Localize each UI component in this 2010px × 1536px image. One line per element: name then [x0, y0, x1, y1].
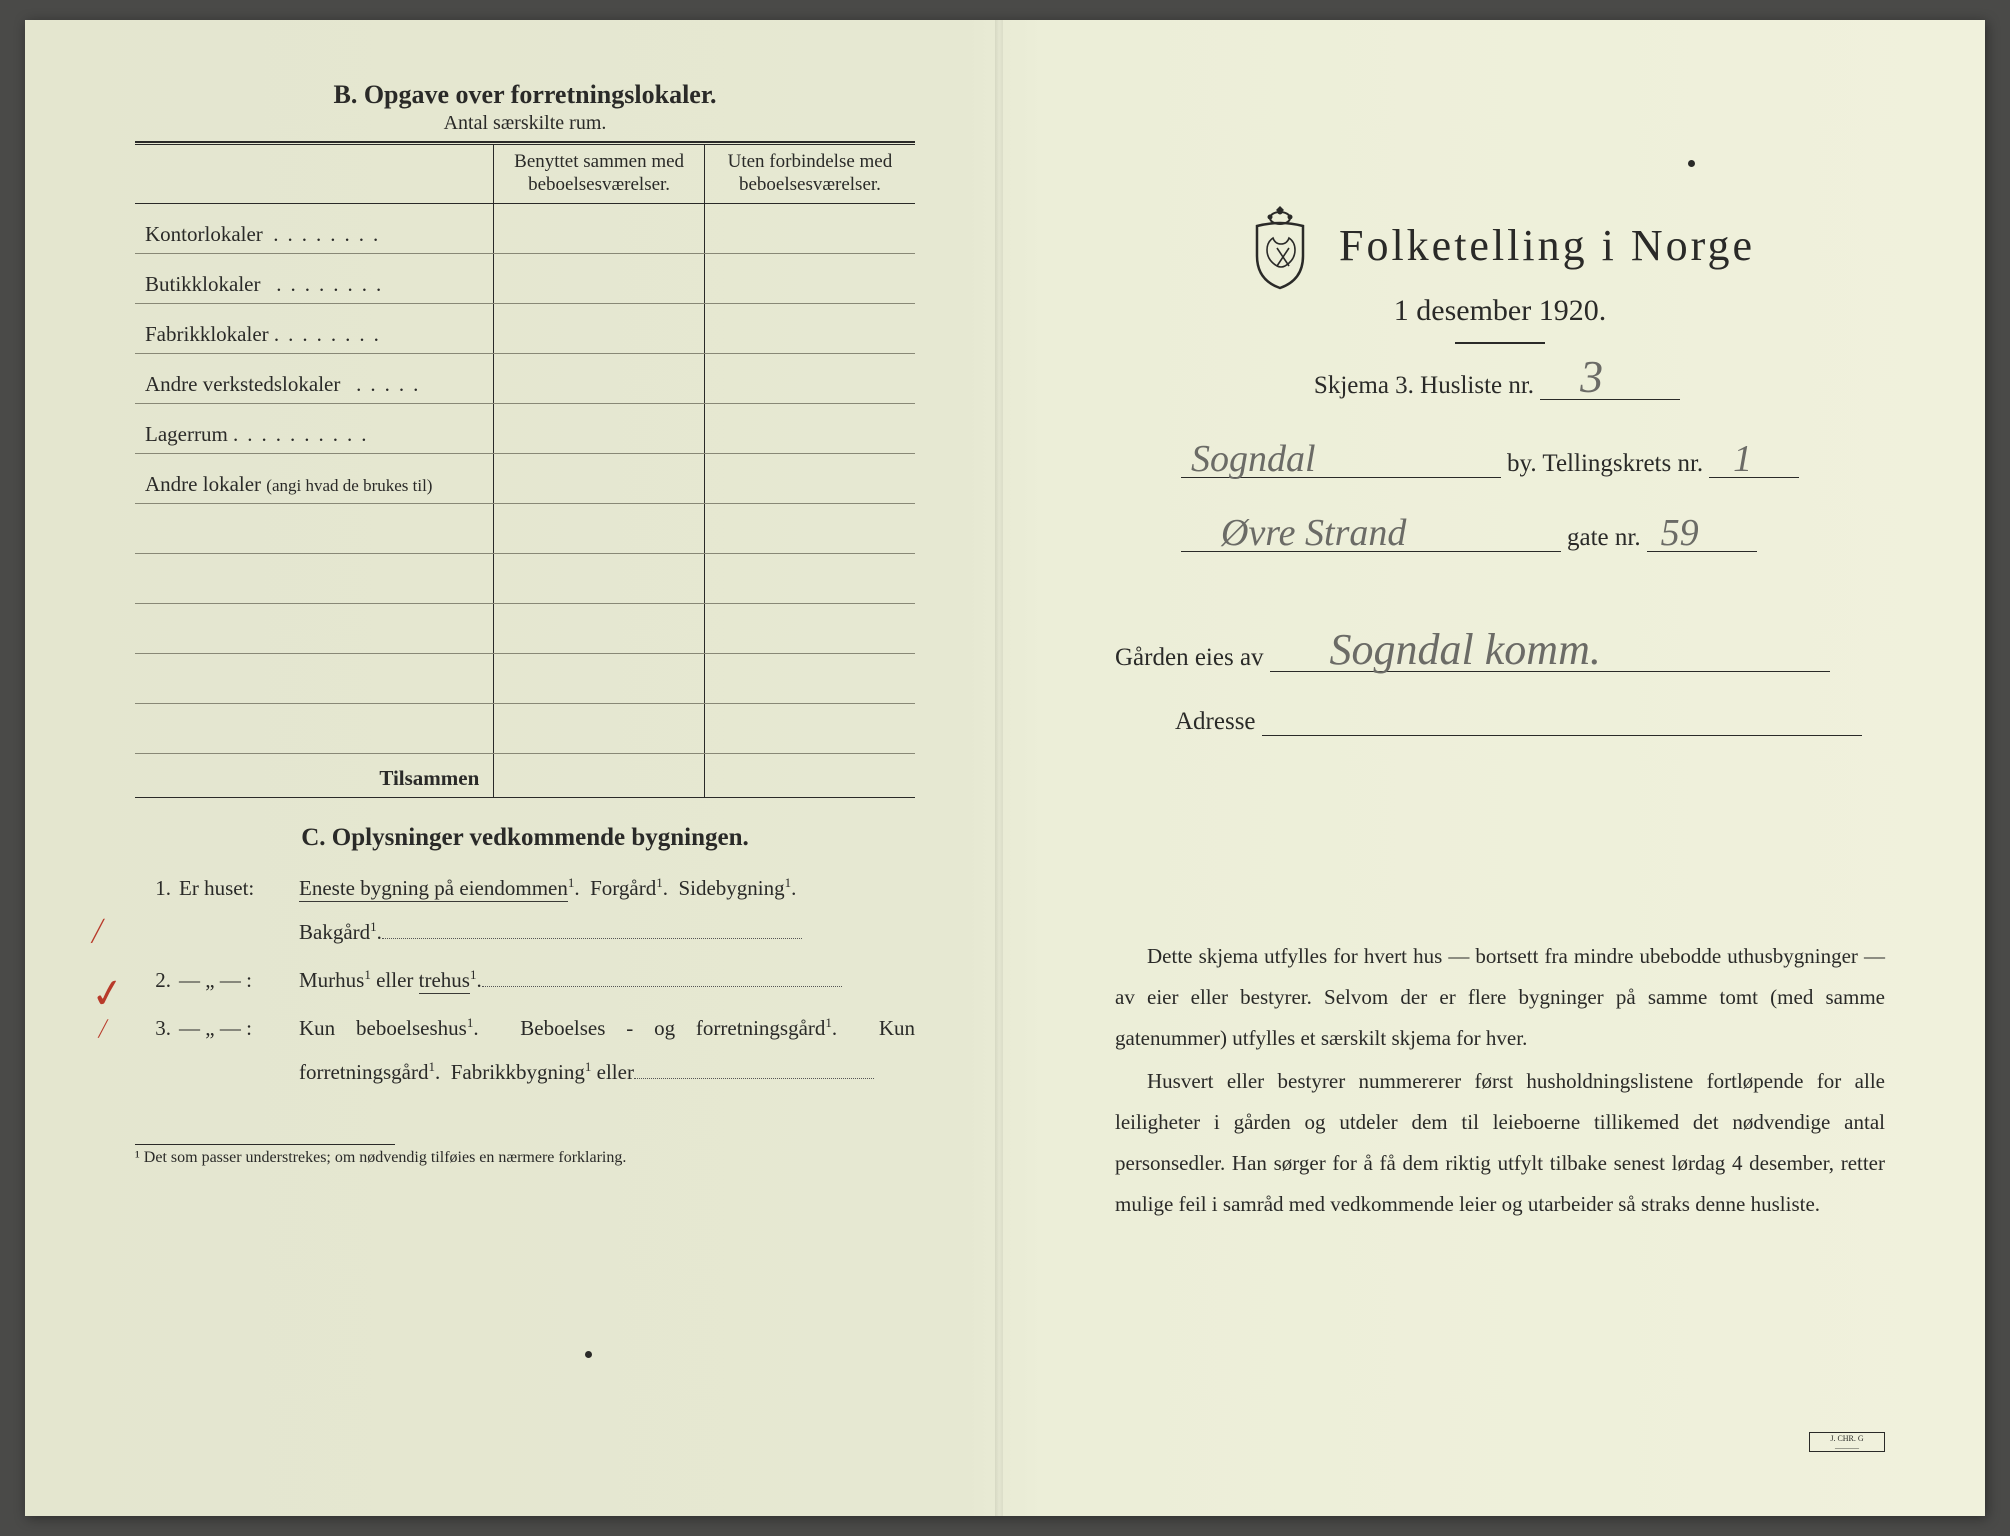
coat-of-arms-icon	[1245, 200, 1315, 290]
total-label: Tilsammen	[135, 753, 494, 797]
husliste-nr-value: 3	[1580, 350, 1603, 403]
col-header-2: Uten forbindelse med beboelsesværelser.	[704, 145, 915, 203]
question-1: ⁄ 1. Er huset: Eneste bygning på eiendom…	[135, 866, 915, 954]
row-label: Lagerrum ..........	[135, 403, 494, 453]
section-b-table: Benyttet sammen med beboelsesværelser. U…	[135, 145, 915, 798]
by-line: Sogndal by. Tellingskrets nr. 1	[1175, 448, 1885, 478]
section-c-title: C. Oplysninger vedkommende bygningen.	[135, 824, 915, 852]
dot-mark	[585, 1351, 592, 1358]
gate-nr-value: 59	[1661, 511, 1699, 555]
row-label: Butikklokaler ........	[135, 253, 494, 303]
left-page: B. Opgave over forretningslokaler. Antal…	[25, 20, 1005, 1516]
owner-value: Sogndal komm.	[1330, 624, 1601, 675]
instructions-p1: Dette skjema utfylles for hvert hus — bo…	[1115, 936, 1885, 1059]
census-document: B. Opgave over forretningslokaler. Antal…	[25, 20, 1985, 1516]
row-label: Andre verkstedslokaler .....	[135, 353, 494, 403]
row-label: Kontorlokaler ........	[135, 203, 494, 253]
adresse-line: Adresse	[1175, 706, 1885, 736]
col-header-1: Benyttet sammen med beboelsesværelser.	[494, 145, 705, 203]
printer-mark: J. CHR. G———	[1809, 1432, 1885, 1452]
section-b-subtitle: Antal særskilte rum.	[135, 112, 915, 135]
instructions-p2: Husvert eller bestyrer nummererer først …	[1115, 1061, 1885, 1225]
question-3: ⁄ 3. — „ — : Kun beboelseshus1. Beboelse…	[135, 1006, 915, 1094]
main-title: Folketelling i Norge	[1339, 220, 1755, 271]
skjema-line: Skjema 3. Husliste nr. 3	[1115, 370, 1885, 400]
section-b-title: B. Opgave over forretningslokaler.	[135, 80, 915, 110]
gate-value: Øvre Strand	[1221, 511, 1406, 555]
title-row: Folketelling i Norge	[1115, 200, 1885, 290]
right-page: Folketelling i Norge 1 desember 1920. Sk…	[1005, 20, 1985, 1516]
question-2: ✓ 2. — „ — : Murhus1 eller trehus1.	[135, 958, 915, 1002]
row-label: Fabrikklokaler ........	[135, 303, 494, 353]
footnote: ¹ Det som passer understrekes; om nødven…	[135, 1149, 915, 1167]
short-rule	[1455, 342, 1545, 344]
by-value: Sogndal	[1191, 437, 1316, 481]
instructions: Dette skjema utfylles for hvert hus — bo…	[1115, 936, 1885, 1225]
red-annotation: ✓	[85, 950, 130, 1038]
census-date: 1 desember 1920.	[1115, 294, 1885, 328]
krets-nr-value: 1	[1733, 437, 1752, 481]
dot-mark	[1688, 160, 1695, 167]
gate-line: Øvre Strand gate nr. 59	[1175, 522, 1885, 552]
eies-line: Gården eies av Sogndal komm.	[1115, 642, 1885, 672]
footnote-rule	[135, 1144, 395, 1145]
row-label: Andre lokaler (angi hvad de brukes til)	[135, 453, 494, 503]
